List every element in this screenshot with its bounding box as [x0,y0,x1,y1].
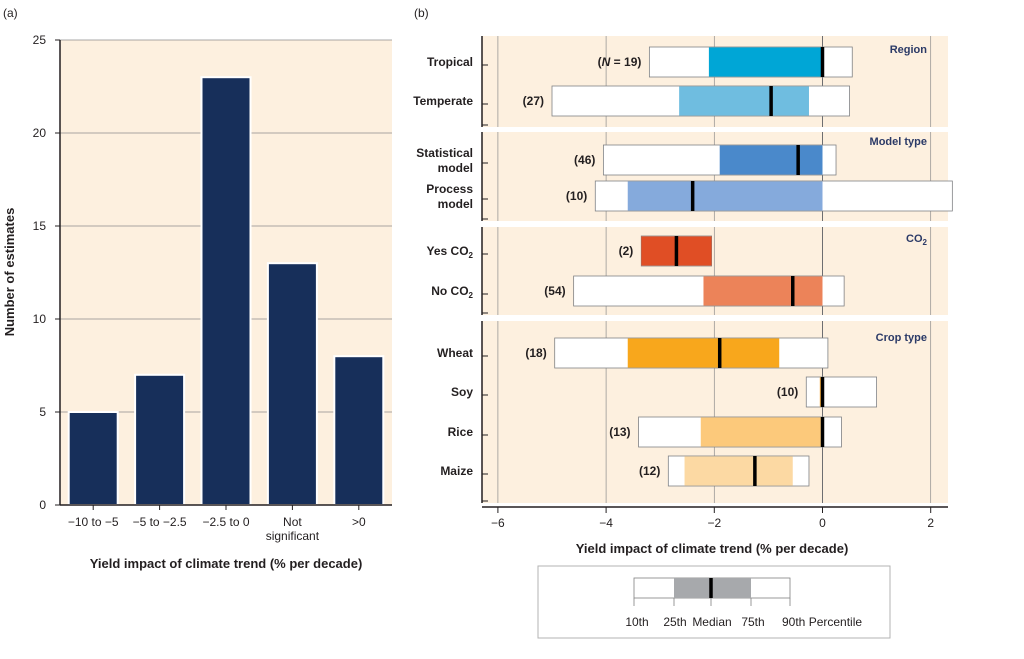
interquartile-box [708,47,823,77]
panel-b-x-tick-label: 2 [927,516,934,530]
panel-a-x-tick-label: −10 to −5 [68,515,119,529]
interquartile-box [679,86,809,116]
sample-size-label: (2) [619,244,634,258]
bar [266,262,318,507]
interquartile-box [719,145,823,175]
panel-b-row-label: Soy [451,385,473,399]
panel-b-row-label: Tropical [427,55,473,69]
interquartile-box [627,181,823,211]
panel-b-row-label: Maize [440,464,473,478]
panel-a-y-tick-label: 0 [39,498,46,512]
panel-b-group-title: CO2 [906,233,928,247]
legend-label-90th: 90th Percentile [782,615,862,629]
panel-a-x-axis-title: Yield impact of climate trend (% per dec… [90,556,363,571]
panel-b-x-ticks: −6 −4 −2 0 2 [491,507,934,530]
panel-a-y-axis-title: Number of estimates [2,208,17,337]
panel-a-x-ticks: −10 to −5 −5 to −2.5 −2.5 to 0 Not significa… [68,505,366,543]
panel-b-group-title: Region [890,44,928,56]
percentile-range-box [805,376,878,408]
panel-a-x-tick-label: Not significant [266,515,320,543]
panel-b-x-tick-label: −4 [599,516,613,530]
panel-b-row-label: No CO2 [431,284,473,300]
panel-b-boxes [551,46,953,487]
sample-size-label: (13) [609,425,630,439]
panel-b-group-title: Model type [870,136,927,148]
panel-a-y-tick-label: 5 [39,405,46,419]
panel-b-row-label: Statistical model [416,146,473,175]
sample-size-label: (N = 19) [598,55,642,69]
panel-a-bars [67,76,385,507]
panel-b-row-label: Wheat [437,346,473,360]
sample-size-label: (12) [639,464,660,478]
panel-a: (a) 0 5 10 15 20 25 −10 to −5 −5 to −2.5 −2.5 t… [2,6,392,571]
sample-size-label: (27) [523,94,544,108]
panel-a-y-ticks: 0 5 10 15 20 25 [33,33,60,512]
interquartile-box [703,276,823,306]
percentile-legend: 10th 25th Median 75th 90th Percentile [537,565,891,639]
bar [134,373,186,506]
panel-b-group-title: Crop type [876,332,927,344]
sample-size-label: (54) [544,284,565,298]
legend-label-25th: 25th [663,615,686,629]
interquartile-box [684,456,793,486]
panel-b-x-tick-label: −6 [491,516,505,530]
bar [200,76,252,506]
interquartile-box [627,338,780,368]
panel-a-x-tick-label: −5 to −2.5 [133,515,187,529]
sample-size-label: (10) [777,385,798,399]
legend-label-75th: 75th [741,615,764,629]
panel-b-row-labels: Region (N = 19) Tropical (27) Temperate Model… [413,44,927,478]
panel-b-label: (b) [414,6,429,20]
panel-a-x-tick-label: >0 [352,515,366,529]
interquartile-box [700,417,823,447]
sample-size-label: (18) [525,346,546,360]
bar [67,411,119,506]
panel-b-x-tick-label: −2 [707,516,721,530]
panel-b-row-label: Rice [448,425,474,439]
panel-a-y-tick-label: 20 [33,126,47,140]
panel-b-x-tick-label: 0 [819,516,826,530]
panel-b-row-label: Temperate [413,94,473,108]
legend-label-10th: 10th [625,615,648,629]
panel-b-row-label: Process model [426,182,473,211]
sample-size-label: (10) [566,189,587,203]
sample-size-label: (46) [574,153,595,167]
panel-a-y-tick-label: 10 [33,312,47,326]
panel-a-y-tick-label: 25 [33,33,47,47]
legend-label-median: Median [692,615,731,629]
panel-b-x-axis-title: Yield impact of climate trend (% per dec… [576,541,849,556]
panel-a-y-tick-label: 15 [33,219,47,233]
panel-a-label: (a) [3,6,18,20]
panel-b: (b) Region (N = 19) Tropical (27) Temperate M… [413,6,953,556]
panel-b-row-label: Yes CO2 [427,244,474,260]
panel-a-x-tick-label: −2.5 to 0 [202,515,249,529]
bar [333,355,385,507]
